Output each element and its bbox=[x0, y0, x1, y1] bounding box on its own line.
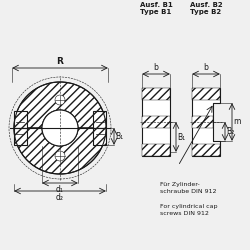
Text: B₁: B₁ bbox=[178, 132, 186, 141]
Bar bbox=[142, 144, 170, 156]
Text: Für Zylinder-
schraube DIN 912: Für Zylinder- schraube DIN 912 bbox=[160, 182, 216, 194]
Bar bbox=[142, 88, 170, 100]
Polygon shape bbox=[192, 88, 220, 156]
Circle shape bbox=[42, 110, 78, 146]
Circle shape bbox=[55, 95, 65, 105]
Text: d₂: d₂ bbox=[56, 192, 64, 202]
Text: d₁: d₁ bbox=[56, 184, 64, 194]
Text: b: b bbox=[154, 64, 158, 72]
Bar bbox=[192, 144, 220, 156]
Circle shape bbox=[55, 151, 65, 161]
Text: B₂: B₂ bbox=[226, 127, 235, 136]
Bar bbox=[142, 88, 170, 156]
Text: For cylindrical cap
screws DIN 912: For cylindrical cap screws DIN 912 bbox=[160, 204, 218, 216]
Text: m: m bbox=[234, 118, 241, 126]
Bar bbox=[192, 88, 220, 100]
Bar bbox=[192, 116, 213, 128]
Text: B₁: B₁ bbox=[116, 132, 124, 141]
Bar bbox=[93, 128, 106, 145]
Bar bbox=[14, 128, 27, 145]
Bar bbox=[14, 111, 27, 128]
Text: b: b bbox=[204, 64, 208, 72]
Polygon shape bbox=[14, 82, 106, 128]
Bar bbox=[142, 116, 170, 128]
Polygon shape bbox=[14, 128, 106, 174]
Text: R: R bbox=[56, 58, 64, 66]
Bar bbox=[93, 111, 106, 128]
Text: Ausf. B1
Type B1: Ausf. B1 Type B1 bbox=[140, 2, 172, 15]
Text: Ausf. B2
Type B2: Ausf. B2 Type B2 bbox=[190, 2, 222, 15]
